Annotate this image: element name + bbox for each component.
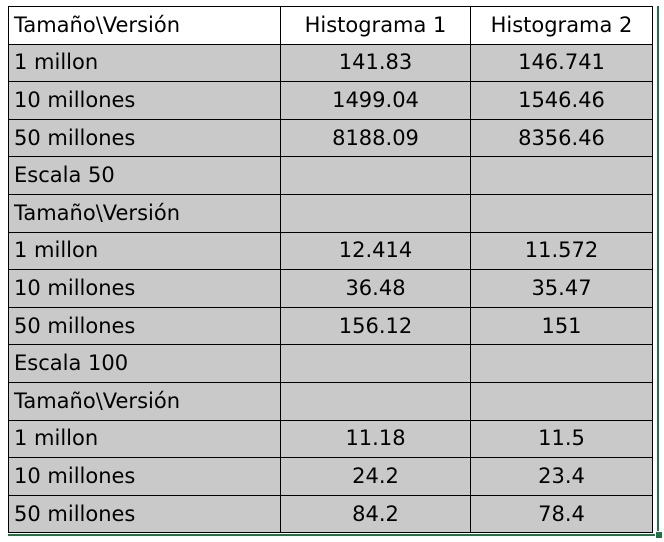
table-row: 10 millones 24.2 23.4	[8, 457, 653, 496]
table-row: 1 millon 12.414 11.572	[8, 231, 653, 271]
table-row: 50 millones 156.12 151	[8, 306, 653, 346]
header-cell-size-version[interactable]: Tamaño\Versión	[8, 6, 281, 45]
table-row: 50 millones 84.2 78.4	[8, 494, 653, 534]
table-cell[interactable]: 10 millones	[8, 269, 281, 308]
table-row: Escala 50	[8, 156, 653, 195]
table-cell[interactable]	[470, 344, 653, 383]
table-cell[interactable]: 12.414	[280, 231, 471, 271]
table-cell[interactable]: 10 millones	[8, 81, 281, 120]
table-cell[interactable]: 1499.04	[280, 81, 471, 120]
table-cell[interactable]	[470, 156, 653, 195]
table-cell[interactable]: 11.572	[470, 231, 653, 271]
table-row: Tamaño\Versión	[8, 193, 653, 233]
table-cell[interactable]: 10 millones	[8, 457, 281, 496]
table-cell[interactable]: Tamaño\Versión	[8, 193, 281, 233]
table-cell[interactable]: 50 millones	[8, 118, 281, 158]
table-cell[interactable]	[470, 381, 653, 421]
table-cell[interactable]: 1 millon	[8, 231, 281, 271]
table-cell[interactable]	[470, 193, 653, 233]
table-header-row: Tamaño\Versión Histograma 1 Histograma 2	[8, 6, 653, 45]
table-cell[interactable]: 24.2	[280, 457, 471, 496]
table-cell[interactable]: 1546.46	[470, 81, 653, 120]
table-cell[interactable]: 8356.46	[470, 118, 653, 158]
table-row: 50 millones 8188.09 8356.46	[8, 118, 653, 158]
table-cell[interactable]: 36.48	[280, 269, 471, 308]
table-cell[interactable]	[280, 156, 471, 195]
table-cell[interactable]: 50 millones	[8, 306, 281, 346]
table-cell[interactable]: 35.47	[470, 269, 653, 308]
table-cell[interactable]: 84.2	[280, 494, 471, 534]
header-cell-histograma-2[interactable]: Histograma 2	[470, 6, 653, 45]
table-row: 1 millon 141.83 146.741	[8, 43, 653, 83]
table-cell[interactable]: 11.18	[280, 419, 471, 459]
table-cell[interactable]: 156.12	[280, 306, 471, 346]
table-cell[interactable]: 8188.09	[280, 118, 471, 158]
table-row: Tamaño\Versión	[8, 381, 653, 421]
table-row: 10 millones 1499.04 1546.46	[8, 81, 653, 120]
table-cell[interactable]	[280, 381, 471, 421]
table-cell[interactable]: 11.5	[470, 419, 653, 459]
table-cell[interactable]: 1 millon	[8, 43, 281, 83]
section-label-escala-50[interactable]: Escala 50	[8, 156, 281, 195]
table-cell[interactable]: 1 millon	[8, 419, 281, 459]
header-cell-histograma-1[interactable]: Histograma 1	[280, 6, 471, 45]
selection-border-right	[657, 6, 659, 534]
spreadsheet-table: Tamaño\Versión Histograma 1 Histograma 2…	[8, 6, 653, 534]
table-cell[interactable]	[280, 193, 471, 233]
table-row: 1 millon 11.18 11.5	[8, 419, 653, 459]
table-cell[interactable]: 146.741	[470, 43, 653, 83]
table-cell[interactable]: 23.4	[470, 457, 653, 496]
section-label-escala-100[interactable]: Escala 100	[8, 344, 281, 383]
table-row: 10 millones 36.48 35.47	[8, 269, 653, 308]
fill-handle[interactable]	[655, 531, 663, 539]
table-row: Escala 100	[8, 344, 653, 383]
table-cell[interactable]	[280, 344, 471, 383]
selection-border-bottom	[8, 534, 659, 536]
table-cell[interactable]: 141.83	[280, 43, 471, 83]
table-cell[interactable]: 78.4	[470, 494, 653, 534]
table-cell[interactable]: 151	[470, 306, 653, 346]
table-cell[interactable]: 50 millones	[8, 494, 281, 534]
table-cell[interactable]: Tamaño\Versión	[8, 381, 281, 421]
